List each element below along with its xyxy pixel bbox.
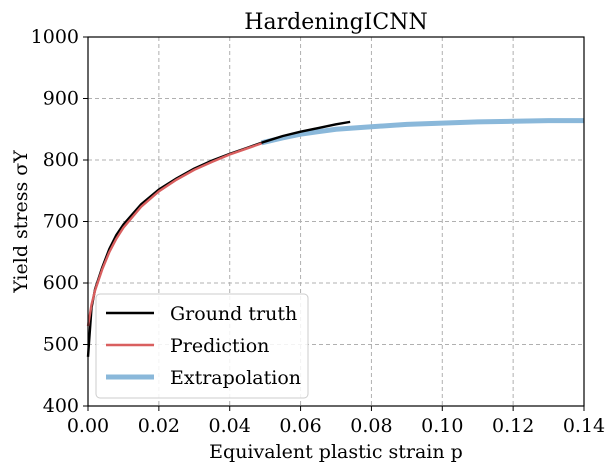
legend-items: Ground truth Prediction Extrapolation bbox=[106, 303, 301, 389]
y-tick-label: 700 bbox=[43, 211, 79, 233]
x-tick-label: 0.04 bbox=[209, 415, 251, 437]
series-line-prediction bbox=[86, 142, 262, 327]
chart-title: HardeningICNN bbox=[244, 10, 427, 35]
legend-label-ground-truth: Ground truth bbox=[170, 303, 297, 325]
y-tick-label: 1000 bbox=[31, 26, 79, 48]
x-tick-label: 0.12 bbox=[492, 415, 534, 437]
y-tick-label: 400 bbox=[43, 395, 79, 417]
x-tick-label: 0.00 bbox=[67, 415, 109, 437]
series-line-extrapolation bbox=[261, 118, 584, 146]
x-tick-label: 0.14 bbox=[563, 415, 605, 437]
x-tick-label: 0.02 bbox=[138, 415, 180, 437]
x-axis-label: Equivalent plastic strain p bbox=[209, 441, 463, 463]
y-tick-label: 900 bbox=[43, 88, 79, 110]
y-tick-label: 600 bbox=[43, 272, 79, 294]
x-tick-label: 0.08 bbox=[350, 415, 392, 437]
x-tick-label: 0.06 bbox=[279, 415, 321, 437]
grid-layer bbox=[88, 37, 584, 406]
series-layer bbox=[86, 118, 584, 357]
x-tick-label: 0.10 bbox=[421, 415, 463, 437]
legend-label-extrapolation: Extrapolation bbox=[170, 367, 301, 389]
legend-box bbox=[95, 293, 309, 399]
legend: Ground truth Prediction Extrapolation bbox=[95, 293, 309, 399]
y-axis-label: Yield stress σY bbox=[10, 150, 32, 294]
y-tick-label: 500 bbox=[43, 334, 79, 356]
tick-layer: 0.00 0.02 0.04 0.06 0.08 0.10 0.12 0.14 400 500 60… bbox=[31, 26, 606, 437]
legend-label-prediction: Prediction bbox=[170, 335, 269, 357]
y-tick-label: 800 bbox=[43, 149, 79, 171]
